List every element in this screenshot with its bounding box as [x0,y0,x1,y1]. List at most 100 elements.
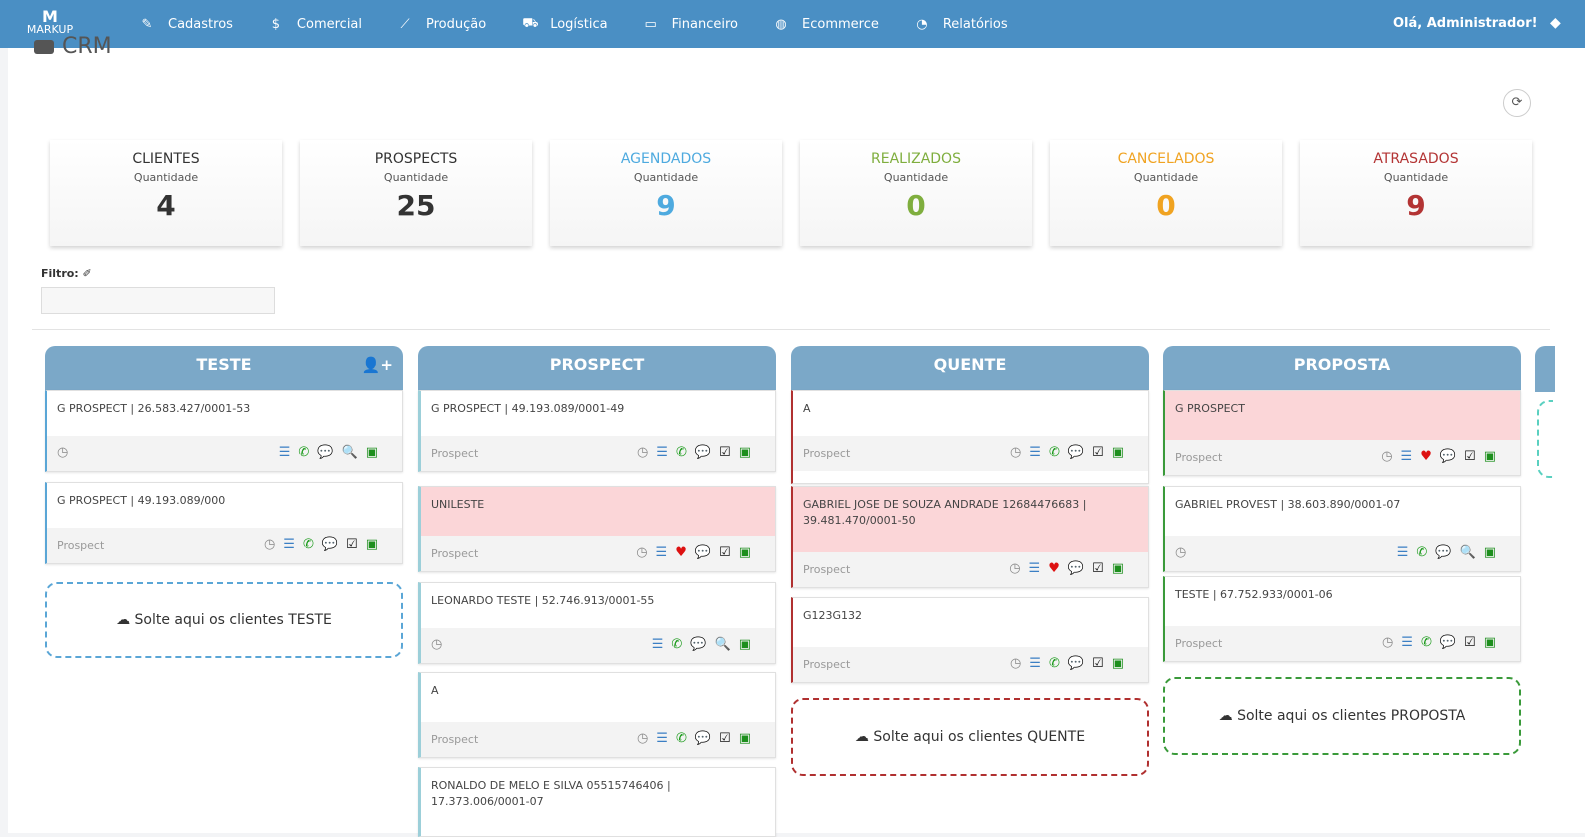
menu-cadastros[interactable]: ✎ Cadastros [140,17,233,32]
list-icon[interactable]: ☰ [1396,545,1409,560]
chat-icon[interactable]: 💬 [317,445,334,460]
client-card[interactable]: RONALDO DE MELO E SILVA 05515746406 | 17… [418,767,776,837]
client-card[interactable]: A Prospect ◷ ☰ ✆ 💬 ☑ ▣ [791,390,1149,484]
clock-icon[interactable]: ◷ [1009,561,1021,576]
client-card[interactable]: UNILESTE Prospect ◷ ☰ ♥ 💬 ☑ ▣ [418,486,776,572]
settings-icon[interactable]: ◆ [1550,15,1561,31]
money-icon[interactable]: ▣ [1483,635,1496,650]
menu-relatorios[interactable]: ◔ Relatórios [915,17,1007,32]
phone-icon[interactable]: ✆ [1420,635,1432,650]
heart-icon[interactable]: ♥ [1048,561,1060,576]
list-icon[interactable]: ☰ [1400,449,1413,464]
heart-icon[interactable]: ♥ [1420,449,1432,464]
check-icon[interactable]: ☑ [1092,656,1104,671]
phone-icon[interactable]: ✆ [1048,656,1060,671]
drop-zone[interactable]: ☁ Solte aqui os clientes PROPOSTA [1163,677,1521,755]
clock-icon[interactable]: ◷ [1175,545,1187,560]
client-card[interactable]: G PROSPECT | 49.193.089/0001-49 Prospect… [418,390,776,472]
client-card[interactable]: GABRIEL JOSE DE SOUZA ANDRADE 1268447668… [791,486,1149,588]
list-icon[interactable]: ☰ [1401,635,1413,650]
check-icon[interactable]: ☑ [719,545,731,560]
list-icon[interactable]: ☰ [278,445,291,460]
eraser-icon[interactable]: ✐ [82,267,92,280]
menu-producao[interactable]: ⟋ Produção [398,17,486,32]
check-icon[interactable]: ☑ [1092,561,1104,576]
phone-icon[interactable]: ✆ [1416,545,1428,560]
client-card[interactable]: A Prospect ◷ ☰ ✆ 💬 ☑ ▣ [418,672,776,758]
chat-icon[interactable]: 💬 [1439,449,1457,464]
chat-icon[interactable]: 💬 [1067,561,1085,576]
clock-icon[interactable]: ◷ [57,445,69,460]
clock-icon[interactable]: ◷ [1381,449,1393,464]
check-icon[interactable]: ☑ [1464,449,1476,464]
check-icon[interactable]: ☑ [719,731,731,746]
menu-ecommerce[interactable]: ◍ Ecommerce [774,17,879,32]
search-icon[interactable]: 🔍 [341,445,358,460]
phone-icon[interactable]: ✆ [298,445,310,460]
list-icon[interactable]: ☰ [656,445,668,460]
phone-icon[interactable]: ✆ [671,637,683,652]
clock-icon[interactable]: ◷ [636,445,649,460]
phone-icon[interactable]: ✆ [675,731,687,746]
money-icon[interactable]: ▣ [365,537,378,552]
money-icon[interactable]: ▣ [738,637,751,652]
clock-icon[interactable]: ◷ [263,537,276,552]
clock-icon[interactable]: ◷ [1381,635,1394,650]
chat-icon[interactable]: 💬 [694,731,712,746]
list-icon[interactable]: ☰ [1029,445,1041,460]
money-icon[interactable]: ▣ [1111,445,1124,460]
clock-icon[interactable]: ◷ [636,731,649,746]
money-icon[interactable]: ▣ [1111,656,1124,671]
search-icon[interactable]: 🔍 [1459,545,1476,560]
clock-icon[interactable]: ◷ [431,637,443,652]
search-icon[interactable]: 🔍 [714,637,731,652]
money-icon[interactable]: ▣ [738,545,751,560]
chat-icon[interactable]: 💬 [1067,445,1085,460]
phone-icon[interactable]: ✆ [1048,445,1060,460]
chat-icon[interactable]: 💬 [321,537,339,552]
heart-icon[interactable]: ♥ [675,545,687,560]
refresh-button[interactable]: ⟳ [1503,89,1531,117]
menu-comercial[interactable]: $ Comercial [269,17,362,32]
money-icon[interactable]: ▣ [1111,561,1124,576]
menu-financeiro[interactable]: ▭ Financeiro [644,17,738,32]
check-icon[interactable]: ☑ [1092,445,1104,460]
chat-icon[interactable]: 💬 [694,545,712,560]
client-card[interactable]: G PROSPECT Prospect ◷ ☰ ♥ 💬 ☑ ▣ [1163,390,1521,476]
clock-icon[interactable]: ◷ [1009,445,1022,460]
user-greeting[interactable]: Olá, Administrador! [1393,16,1538,31]
list-icon[interactable]: ☰ [655,545,668,560]
money-icon[interactable]: ▣ [365,445,378,460]
check-icon[interactable]: ☑ [346,537,358,552]
add-user-icon[interactable]: 👤+ [361,356,393,374]
client-card[interactable]: G PROSPECT | 49.193.089/000 Prospect ◷ ☰… [45,482,403,564]
client-card[interactable]: G PROSPECT | 26.583.427/0001-53 ◷ ☰ ✆ 💬 … [45,390,403,472]
client-card[interactable]: GABRIEL PROVEST | 38.603.890/0001-07 ◷ ☰… [1163,486,1521,572]
chat-icon[interactable]: 💬 [690,637,707,652]
money-icon[interactable]: ▣ [1483,545,1496,560]
list-icon[interactable]: ☰ [1029,656,1041,671]
markup-logo[interactable]: M MARKUP [20,9,80,40]
chat-icon[interactable]: 💬 [694,445,712,460]
money-icon[interactable]: ▣ [738,445,751,460]
check-icon[interactable]: ☑ [1464,635,1476,650]
phone-icon[interactable]: ✆ [302,537,314,552]
clock-icon[interactable]: ◷ [636,545,648,560]
chat-icon[interactable]: 💬 [1439,635,1457,650]
money-icon[interactable]: ▣ [738,731,751,746]
money-icon[interactable]: ▣ [1483,449,1496,464]
drop-zone-partial[interactable] [1537,400,1553,478]
list-icon[interactable]: ☰ [651,637,664,652]
drop-zone[interactable]: ☁ Solte aqui os clientes TESTE [45,582,403,658]
client-card[interactable]: LEONARDO TESTE | 52.746.913/0001-55 ◷ ☰ … [418,582,776,664]
clock-icon[interactable]: ◷ [1009,656,1022,671]
chat-icon[interactable]: 💬 [1435,545,1452,560]
list-icon[interactable]: ☰ [656,731,668,746]
filter-input[interactable] [41,287,275,314]
menu-logistica[interactable]: ⛟ Logística [522,16,607,33]
check-icon[interactable]: ☑ [719,445,731,460]
client-card[interactable]: TESTE | 67.752.933/0001-06 Prospect ◷ ☰ … [1163,576,1521,662]
drop-zone[interactable]: ☁ Solte aqui os clientes QUENTE [791,698,1149,776]
phone-icon[interactable]: ✆ [675,445,687,460]
chat-icon[interactable]: 💬 [1067,656,1085,671]
